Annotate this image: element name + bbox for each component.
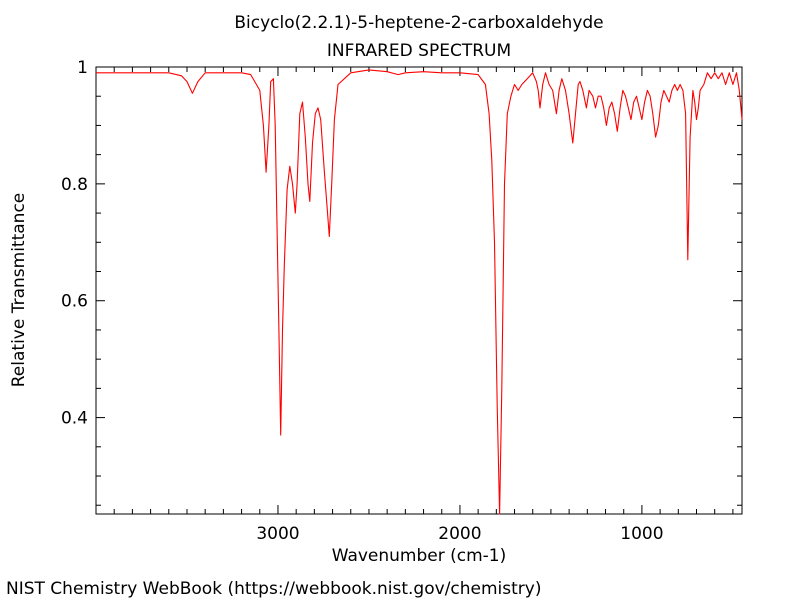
- plot-frame: [95, 66, 743, 515]
- x-axis-label: Wavenumber (cm-1): [332, 546, 507, 566]
- x-tick-label: 2000: [438, 524, 481, 544]
- minor-ticks: [96, 67, 742, 514]
- chart-title: Bicyclo(2.2.1)-5-heptene-2-carboxaldehyd…: [234, 13, 603, 33]
- x-tick-label: 3000: [256, 524, 299, 544]
- x-tick-label: 1000: [620, 524, 663, 544]
- y-tick-label: 0.4: [61, 409, 88, 429]
- y-axis-label: Relative Transmittance: [9, 193, 29, 388]
- spectrum-series-line: [96, 69, 743, 515]
- y-tick-label: 0.6: [61, 292, 88, 312]
- y-axis-ticks: 0.4 0.6 0.8 1: [61, 58, 742, 429]
- x-axis-ticks: 3000 2000 1000: [256, 67, 664, 544]
- y-tick-label: 0.8: [61, 175, 88, 195]
- source-credit: NIST Chemistry WebBook (https://webbook.…: [6, 579, 541, 599]
- y-tick-label: 1: [77, 58, 88, 78]
- chart-subtitle: INFRARED SPECTRUM: [327, 41, 511, 61]
